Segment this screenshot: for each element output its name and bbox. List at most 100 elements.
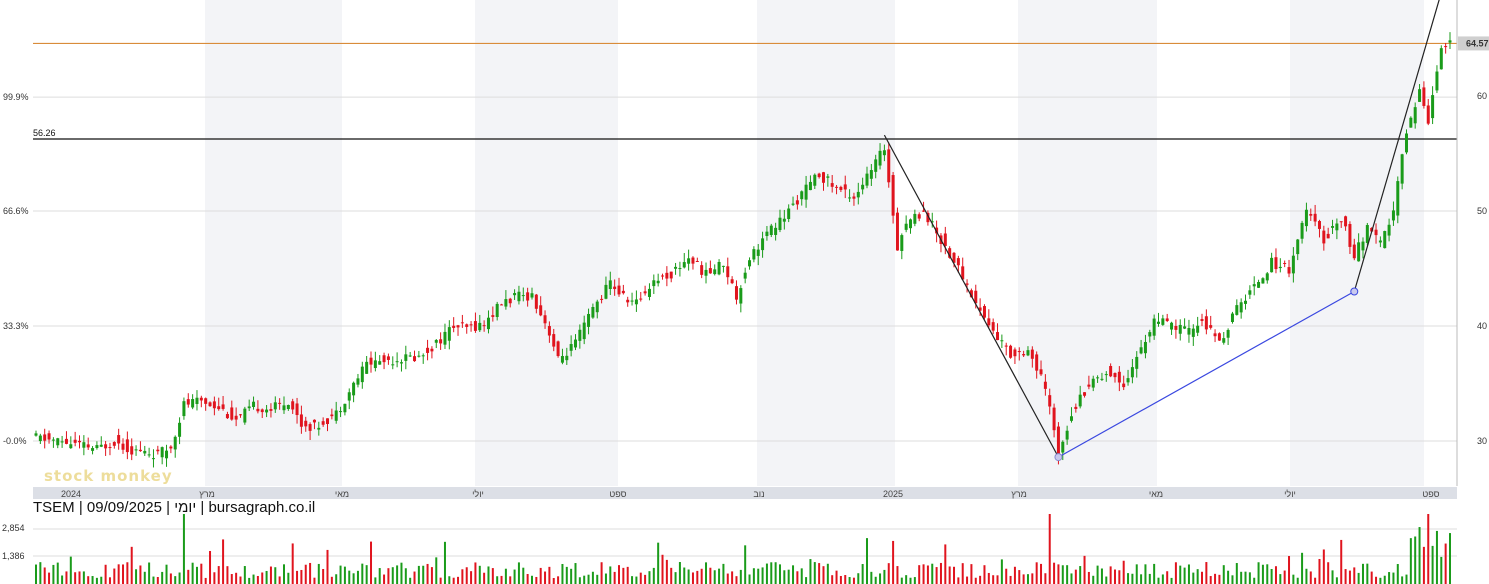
candle-body: [926, 212, 930, 223]
price-tick: 60: [1477, 91, 1487, 101]
volume-bar: [204, 577, 207, 584]
volume-bar: [957, 577, 960, 584]
candle-body: [347, 392, 351, 401]
candle-body: [38, 435, 42, 441]
volume-bar: [396, 565, 399, 584]
candle-body: [130, 446, 134, 455]
volume-bar: [291, 543, 294, 584]
volume-bar: [356, 570, 359, 584]
volume-bar: [235, 572, 238, 584]
volume-bar: [191, 562, 194, 584]
candle-body: [1030, 349, 1034, 359]
candle-body: [1117, 371, 1121, 383]
volume-bar: [709, 567, 712, 584]
volume-bar: [322, 568, 325, 584]
candle-body: [1226, 329, 1230, 338]
candle-body: [573, 339, 577, 348]
candle-body: [86, 444, 90, 448]
candle-body: [713, 269, 717, 275]
volume-bar: [913, 577, 916, 584]
volume-bar: [513, 569, 516, 584]
volume-bar: [69, 556, 72, 584]
volume-bar: [435, 557, 438, 584]
candle-body: [278, 402, 282, 404]
candle-body: [399, 362, 403, 364]
candle-body: [404, 354, 408, 361]
volume-bar: [1370, 571, 1373, 584]
candle-body: [1448, 40, 1452, 43]
price-tick: 50: [1477, 206, 1487, 216]
candle-body: [191, 399, 195, 408]
volume-bar: [618, 565, 621, 584]
candle-body: [225, 414, 229, 419]
candle-body: [830, 183, 834, 187]
candle-body: [1365, 225, 1369, 243]
volume-bar: [448, 576, 451, 584]
candle-body: [317, 427, 321, 430]
candle-body: [774, 227, 778, 235]
volume-bar: [1109, 566, 1112, 584]
volume-bar: [635, 576, 638, 584]
volume-bar: [400, 562, 403, 584]
volume-bar: [252, 574, 255, 584]
candle-body: [717, 261, 721, 275]
volume-bar: [500, 575, 503, 584]
volume-bar: [370, 541, 373, 584]
volume-bar: [374, 577, 377, 584]
candle-body: [530, 293, 534, 298]
candle-body: [856, 191, 860, 198]
candle-body: [952, 252, 956, 263]
volume-bar: [213, 572, 216, 584]
time-tick: 2024: [61, 489, 81, 499]
candle-body: [1357, 242, 1361, 262]
candle-body: [1087, 384, 1091, 387]
candle-body: [299, 414, 303, 427]
candle-body: [1396, 181, 1400, 216]
volume-bar: [1348, 570, 1351, 584]
candle-body: [1187, 327, 1191, 335]
volume-bar: [657, 542, 660, 584]
candle-body: [504, 299, 508, 307]
volume-bar: [1309, 571, 1312, 584]
volume-bar: [1257, 562, 1260, 584]
volume-tick: 2,854: [2, 523, 25, 533]
volume-bar: [852, 577, 855, 584]
candle-body: [730, 279, 734, 284]
candle-body: [556, 341, 560, 357]
volume-bar: [182, 514, 185, 584]
volume-bar: [735, 576, 738, 584]
volume-bar: [996, 575, 999, 584]
volume-bar: [139, 565, 142, 584]
volume-bar: [896, 566, 899, 584]
candle-body: [500, 304, 504, 306]
price-axis: 30 40 50 60 64.57: [1456, 0, 1489, 486]
volume-bar: [1340, 539, 1343, 584]
candle-body: [326, 418, 330, 425]
volume-bar: [1044, 573, 1047, 584]
candle-body: [1126, 378, 1130, 383]
volume-bar: [282, 564, 285, 584]
volume-bar: [1388, 572, 1391, 584]
volume-bar: [48, 572, 51, 584]
candle-body: [212, 401, 216, 409]
trendline-support: [1058, 290, 1355, 458]
volume-bar: [792, 565, 795, 584]
volume-bar: [1401, 576, 1404, 584]
volume-bar: [1100, 568, 1103, 584]
volume-bar: [905, 575, 908, 584]
volume-bar: [983, 565, 986, 584]
volume-bar: [1192, 572, 1195, 584]
candle-body: [539, 305, 543, 316]
candle-body: [1017, 351, 1021, 353]
volume-bar: [596, 574, 599, 584]
candle-body: [1335, 223, 1339, 231]
candle-body: [339, 411, 343, 413]
candle-body: [447, 327, 451, 341]
volume-bar: [844, 575, 847, 584]
volume-bar: [665, 559, 668, 584]
candle-body: [526, 292, 530, 301]
month-band: [1290, 0, 1424, 486]
candle-body: [199, 397, 203, 401]
candle-body: [752, 249, 756, 260]
volume-bar: [705, 562, 708, 584]
